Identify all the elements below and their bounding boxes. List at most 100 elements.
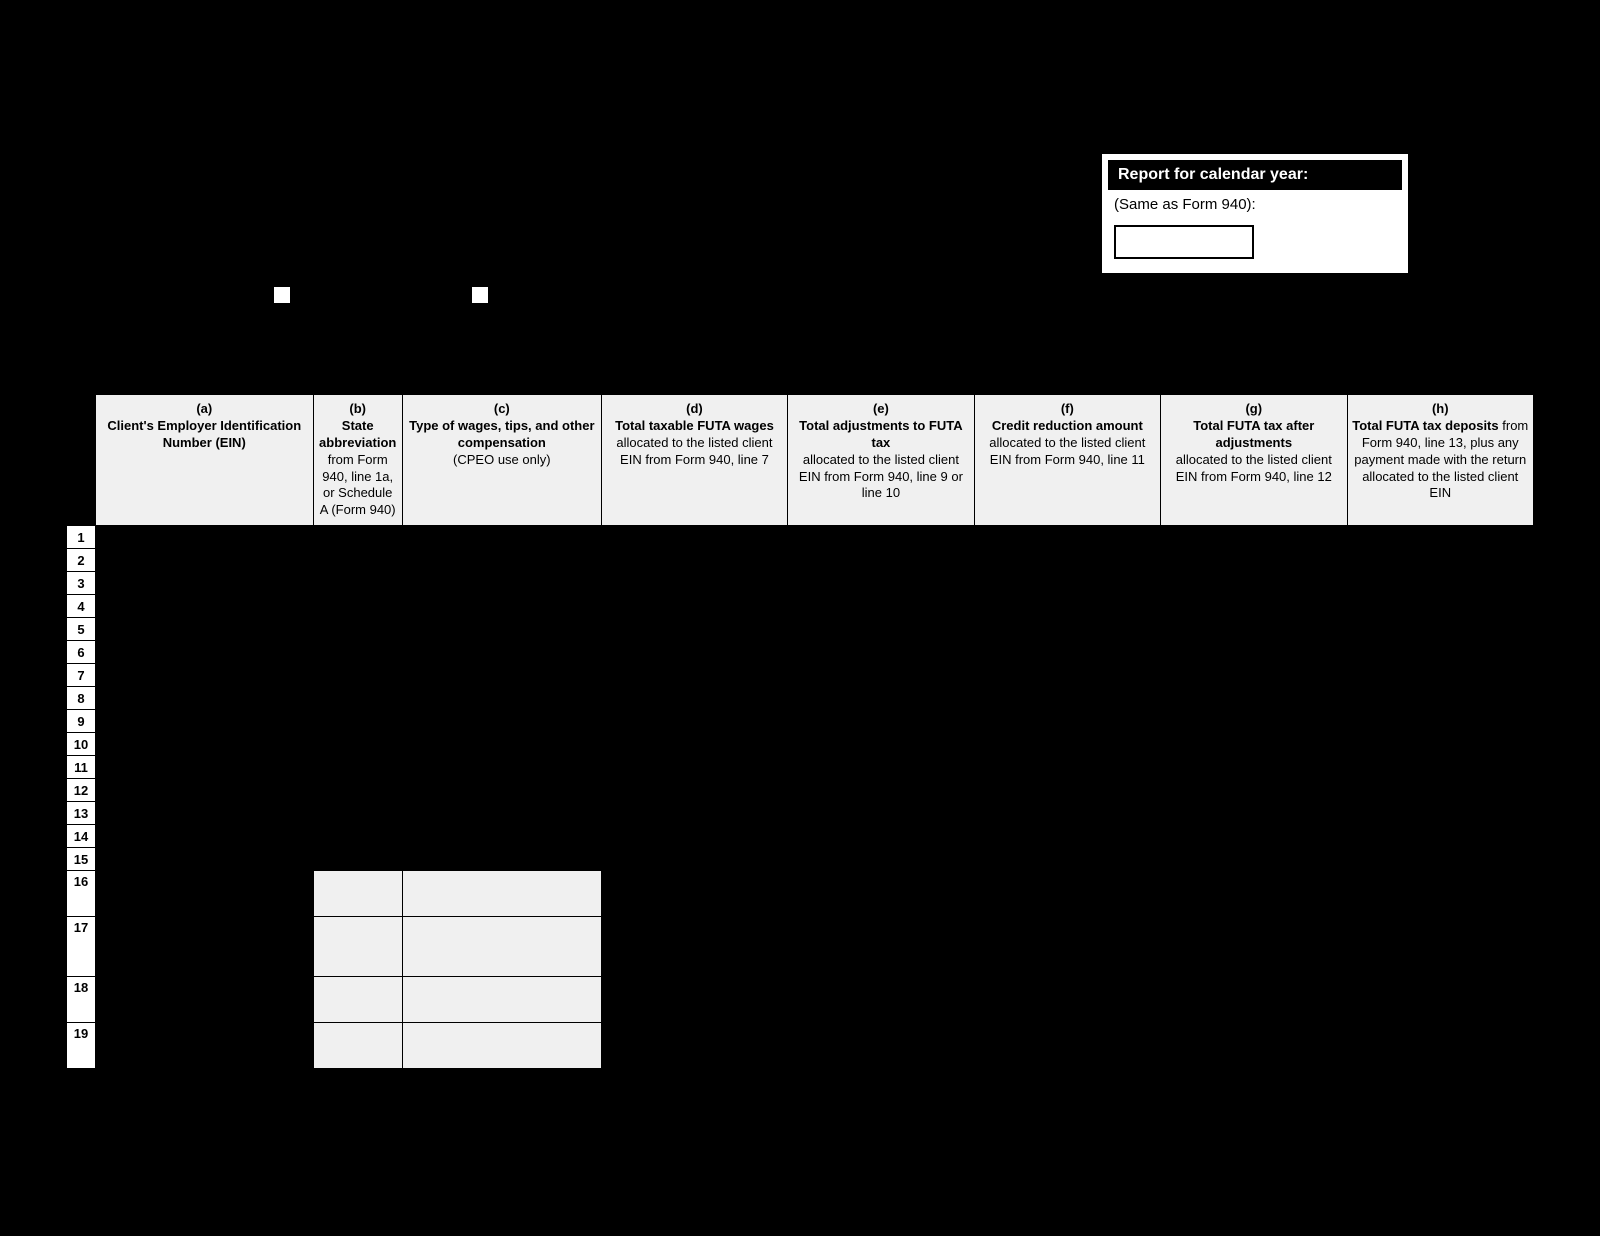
table-cell[interactable] bbox=[788, 977, 974, 1023]
table-cell[interactable] bbox=[402, 664, 601, 687]
table-cell[interactable] bbox=[1347, 802, 1534, 825]
table-cell[interactable] bbox=[96, 664, 314, 687]
table-cell[interactable] bbox=[1161, 618, 1347, 641]
table-cell[interactable] bbox=[788, 848, 974, 871]
table-cell[interactable] bbox=[96, 917, 314, 977]
table-cell[interactable] bbox=[96, 618, 314, 641]
table-cell[interactable] bbox=[788, 572, 974, 595]
table-cell[interactable] bbox=[1161, 549, 1347, 572]
table-cell[interactable] bbox=[1161, 848, 1347, 871]
table-cell[interactable] bbox=[601, 977, 787, 1023]
table-cell[interactable] bbox=[1161, 756, 1347, 779]
table-cell[interactable] bbox=[402, 825, 601, 848]
table-cell[interactable] bbox=[788, 595, 974, 618]
table-cell[interactable] bbox=[974, 917, 1160, 977]
table-cell[interactable] bbox=[402, 549, 601, 572]
table-cell[interactable] bbox=[1347, 641, 1534, 664]
table-cell[interactable] bbox=[402, 802, 601, 825]
table-cell[interactable] bbox=[601, 595, 787, 618]
table-cell[interactable] bbox=[788, 756, 974, 779]
table-cell[interactable] bbox=[601, 618, 787, 641]
table-cell[interactable] bbox=[974, 871, 1160, 917]
table-cell[interactable] bbox=[96, 848, 314, 871]
table-cell[interactable] bbox=[1347, 848, 1534, 871]
table-cell[interactable] bbox=[601, 779, 787, 802]
table-cell[interactable] bbox=[402, 779, 601, 802]
table-cell[interactable] bbox=[974, 848, 1160, 871]
table-cell[interactable] bbox=[1347, 618, 1534, 641]
table-cell[interactable] bbox=[402, 618, 601, 641]
table-cell[interactable] bbox=[313, 618, 402, 641]
table-cell[interactable] bbox=[96, 641, 314, 664]
table-cell[interactable] bbox=[974, 687, 1160, 710]
table-cell[interactable] bbox=[402, 756, 601, 779]
table-cell[interactable] bbox=[1347, 917, 1534, 977]
table-cell[interactable] bbox=[313, 756, 402, 779]
table-cell[interactable] bbox=[601, 710, 787, 733]
table-cell[interactable] bbox=[402, 687, 601, 710]
table-cell[interactable] bbox=[313, 664, 402, 687]
table-cell[interactable] bbox=[788, 618, 974, 641]
table-cell[interactable] bbox=[1347, 871, 1534, 917]
table-cell[interactable] bbox=[96, 825, 314, 848]
table-cell[interactable] bbox=[402, 848, 601, 871]
table-cell[interactable] bbox=[601, 848, 787, 871]
table-cell[interactable] bbox=[96, 1023, 314, 1069]
table-cell[interactable] bbox=[1161, 641, 1347, 664]
table-cell[interactable] bbox=[1161, 526, 1347, 549]
table-cell[interactable] bbox=[788, 1023, 974, 1069]
table-cell[interactable] bbox=[974, 618, 1160, 641]
table-cell[interactable] bbox=[1161, 595, 1347, 618]
table-cell[interactable] bbox=[974, 549, 1160, 572]
table-cell[interactable] bbox=[1161, 871, 1347, 917]
table-cell[interactable] bbox=[313, 733, 402, 756]
table-cell[interactable] bbox=[313, 710, 402, 733]
table-cell[interactable] bbox=[601, 572, 787, 595]
table-cell[interactable] bbox=[96, 977, 314, 1023]
checkbox-2[interactable] bbox=[471, 286, 489, 304]
table-cell[interactable] bbox=[1161, 733, 1347, 756]
table-cell[interactable] bbox=[96, 687, 314, 710]
table-cell[interactable] bbox=[601, 733, 787, 756]
table-cell[interactable] bbox=[601, 641, 787, 664]
table-cell[interactable] bbox=[974, 733, 1160, 756]
report-year-input[interactable] bbox=[1114, 225, 1254, 259]
table-cell[interactable] bbox=[601, 1023, 787, 1069]
table-cell[interactable] bbox=[1161, 779, 1347, 802]
table-cell[interactable] bbox=[1347, 572, 1534, 595]
table-cell[interactable] bbox=[96, 779, 314, 802]
table-cell[interactable] bbox=[601, 549, 787, 572]
table-cell[interactable] bbox=[96, 802, 314, 825]
table-cell[interactable] bbox=[1347, 595, 1534, 618]
table-cell[interactable] bbox=[1347, 664, 1534, 687]
table-cell[interactable] bbox=[601, 664, 787, 687]
table-cell[interactable] bbox=[313, 572, 402, 595]
table-cell[interactable] bbox=[788, 917, 974, 977]
table-cell[interactable] bbox=[402, 595, 601, 618]
table-cell[interactable] bbox=[402, 572, 601, 595]
table-cell[interactable] bbox=[788, 687, 974, 710]
table-cell[interactable] bbox=[974, 825, 1160, 848]
table-cell[interactable] bbox=[601, 687, 787, 710]
table-cell[interactable] bbox=[313, 526, 402, 549]
table-cell[interactable] bbox=[1347, 687, 1534, 710]
table-cell[interactable] bbox=[96, 756, 314, 779]
table-cell[interactable] bbox=[601, 917, 787, 977]
table-cell[interactable] bbox=[974, 641, 1160, 664]
table-cell[interactable] bbox=[1347, 1023, 1534, 1069]
table-cell[interactable] bbox=[1347, 526, 1534, 549]
table-cell[interactable] bbox=[402, 641, 601, 664]
table-cell[interactable] bbox=[788, 825, 974, 848]
table-cell[interactable] bbox=[1161, 687, 1347, 710]
table-cell[interactable] bbox=[788, 733, 974, 756]
table-cell[interactable] bbox=[1347, 779, 1534, 802]
table-cell[interactable] bbox=[313, 779, 402, 802]
table-cell[interactable] bbox=[1347, 977, 1534, 1023]
table-cell[interactable] bbox=[1347, 756, 1534, 779]
table-cell[interactable] bbox=[788, 871, 974, 917]
table-cell[interactable] bbox=[1161, 572, 1347, 595]
table-cell[interactable] bbox=[1347, 825, 1534, 848]
table-cell[interactable] bbox=[1161, 710, 1347, 733]
table-cell[interactable] bbox=[788, 802, 974, 825]
table-cell[interactable] bbox=[1161, 664, 1347, 687]
